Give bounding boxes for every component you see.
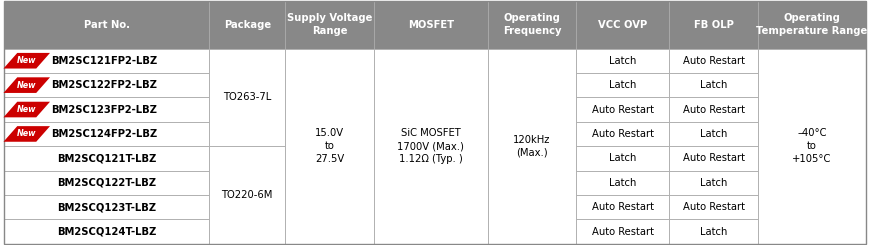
Text: 120kHz
(Max.): 120kHz (Max.) [513,135,550,158]
Bar [668,171,757,195]
Polygon shape [3,102,50,117]
Bar [668,146,757,171]
Polygon shape [3,126,50,142]
Polygon shape [3,53,50,69]
Text: BM2SCQ121T-LBZ: BM2SCQ121T-LBZ [57,153,156,163]
Text: Part No.: Part No. [83,20,129,30]
Text: Auto Restart: Auto Restart [682,202,744,212]
Bar [4,1,209,49]
Text: –40°C
to
+105°C: –40°C to +105°C [791,128,831,164]
Text: Auto Restart: Auto Restart [682,56,744,66]
Bar [668,219,757,244]
Bar [374,49,487,244]
Bar [575,146,668,171]
Text: VCC OVP: VCC OVP [598,20,647,30]
Text: Auto Restart: Auto Restart [682,105,744,115]
Text: Supply Voltage
Range: Supply Voltage Range [287,13,372,37]
Bar [757,1,865,49]
Bar [487,49,575,244]
Bar [4,146,209,171]
Text: BM2SC121FP2-LBZ: BM2SC121FP2-LBZ [50,56,157,66]
Bar [4,73,209,97]
Bar [668,97,757,122]
Text: TO220-6M: TO220-6M [222,190,273,200]
Bar [209,49,285,146]
Bar [575,73,668,97]
Text: Latch: Latch [700,227,726,237]
Polygon shape [3,77,50,93]
Text: New: New [17,129,36,138]
Text: New: New [17,56,36,65]
Text: BM2SC123FP2-LBZ: BM2SC123FP2-LBZ [50,105,156,115]
Bar [4,122,209,146]
Bar [4,97,209,122]
Bar [575,219,668,244]
Text: Auto Restart: Auto Restart [591,227,653,237]
Bar [209,146,285,244]
Bar [575,97,668,122]
Bar [4,195,209,219]
Bar [668,73,757,97]
Bar [575,49,668,73]
Bar [668,1,757,49]
Text: Latch: Latch [608,80,636,90]
Text: New: New [17,81,36,90]
Text: BM2SC124FP2-LBZ: BM2SC124FP2-LBZ [50,129,157,139]
Bar [668,122,757,146]
Text: Operating
Frequency: Operating Frequency [502,13,561,37]
Text: SiC MOSFET
1700V (Max.)
1.12Ω (Typ. ): SiC MOSFET 1700V (Max.) 1.12Ω (Typ. ) [397,128,463,164]
Bar [668,49,757,73]
Text: Latch: Latch [608,153,636,163]
Text: Auto Restart: Auto Restart [591,129,653,139]
Text: Operating
Temperature Range: Operating Temperature Range [755,13,866,37]
Text: Latch: Latch [700,129,726,139]
Text: Auto Restart: Auto Restart [682,153,744,163]
Bar [209,1,285,49]
Text: 15.0V
to
27.5V: 15.0V to 27.5V [315,128,344,164]
Text: New: New [17,105,36,114]
Bar [487,1,575,49]
Text: BM2SC122FP2-LBZ: BM2SC122FP2-LBZ [50,80,156,90]
Bar [285,49,374,244]
Text: Latch: Latch [700,80,726,90]
Text: BM2SCQ123T-LBZ: BM2SCQ123T-LBZ [57,202,156,212]
Bar [575,122,668,146]
Text: Latch: Latch [608,178,636,188]
Text: TO263-7L: TO263-7L [222,92,271,102]
Text: Auto Restart: Auto Restart [591,105,653,115]
Text: BM2SCQ122T-LBZ: BM2SCQ122T-LBZ [57,178,156,188]
Bar [4,171,209,195]
Bar [4,219,209,244]
Bar [575,195,668,219]
Text: Auto Restart: Auto Restart [591,202,653,212]
Text: FB OLP: FB OLP [693,20,733,30]
Text: Package: Package [223,20,270,30]
Bar [668,195,757,219]
Bar [575,171,668,195]
Text: Latch: Latch [608,56,636,66]
Text: BM2SCQ124T-LBZ: BM2SCQ124T-LBZ [57,227,156,237]
Text: Latch: Latch [700,178,726,188]
Bar [374,1,487,49]
Bar [575,1,668,49]
Bar [757,49,865,244]
Bar [4,49,209,73]
Text: MOSFET: MOSFET [408,20,454,30]
Bar [285,1,374,49]
